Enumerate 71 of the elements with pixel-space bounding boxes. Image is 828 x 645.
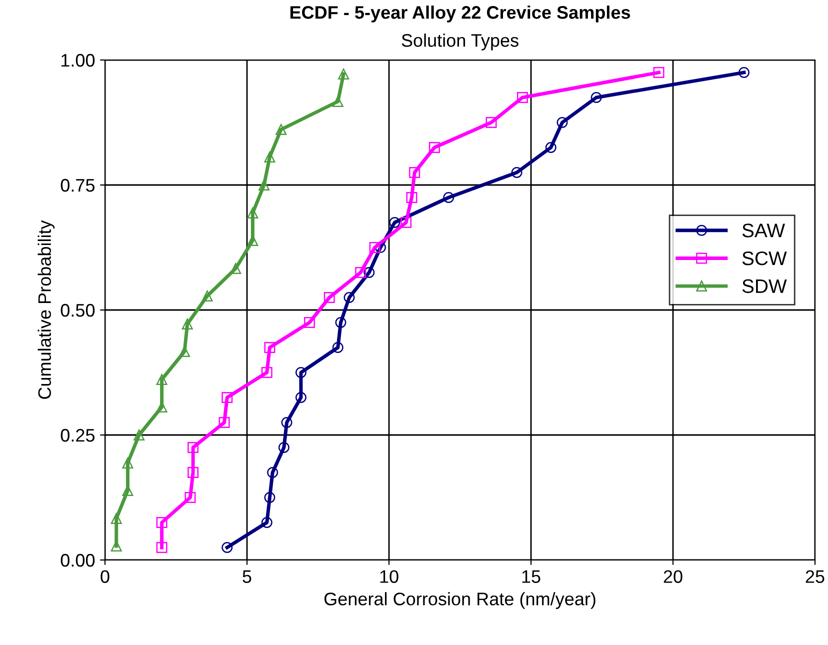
point <box>443 192 454 203</box>
x-tick-label: 20 <box>664 570 682 583</box>
point <box>278 442 290 453</box>
point <box>511 167 522 178</box>
point <box>134 430 145 440</box>
point <box>335 317 346 328</box>
point <box>267 467 278 478</box>
x-tick-label: 10 <box>380 570 398 583</box>
point <box>122 458 134 468</box>
point <box>389 217 400 228</box>
point <box>230 263 242 274</box>
x-tick-label: 25 <box>806 570 824 583</box>
x-tick-label: 0 <box>100 570 110 583</box>
legend-label: SDW <box>742 279 787 294</box>
point <box>355 267 366 278</box>
point <box>364 267 375 278</box>
point <box>556 117 568 128</box>
x-axis-title: General Corrosion Rate (nm/year) <box>324 592 596 609</box>
x-tick-label: 5 <box>242 570 252 583</box>
point <box>653 67 664 78</box>
chart-subtitle: Solution Types <box>402 34 518 50</box>
point <box>264 492 276 503</box>
point <box>258 180 270 190</box>
point <box>188 442 199 453</box>
x-tick-label: 15 <box>522 570 540 583</box>
point <box>409 167 420 178</box>
point <box>295 367 306 378</box>
point <box>188 467 199 478</box>
y-tick-label: 0.00 <box>60 554 95 567</box>
point <box>261 517 272 528</box>
point <box>222 392 233 403</box>
y-tick-label: 0.75 <box>60 178 95 192</box>
point <box>184 492 196 503</box>
point <box>247 208 258 218</box>
point <box>222 542 233 553</box>
point <box>156 517 168 528</box>
point <box>545 142 556 153</box>
point <box>338 68 350 80</box>
point <box>281 417 292 428</box>
point <box>110 513 122 524</box>
point <box>324 292 335 303</box>
point <box>182 318 193 330</box>
point <box>304 317 315 328</box>
legend-label: SAW <box>742 224 785 238</box>
point <box>738 67 750 78</box>
point <box>276 124 287 135</box>
point <box>202 290 213 302</box>
point <box>218 417 230 428</box>
point <box>264 152 276 162</box>
chart-title: ECDF - 5-year Alloy 22 Crevice Samples <box>290 6 630 22</box>
point <box>428 142 440 153</box>
y-tick-label: 0.50 <box>60 304 95 317</box>
point <box>156 542 168 553</box>
point <box>332 96 344 107</box>
point <box>156 374 168 385</box>
point <box>400 217 412 228</box>
point <box>261 367 272 378</box>
point <box>332 342 344 353</box>
y-axis-title: Cumulative Probability <box>38 220 55 399</box>
point <box>344 292 355 303</box>
point <box>590 92 602 103</box>
point <box>406 192 418 203</box>
point <box>179 346 190 357</box>
point <box>264 342 276 353</box>
point <box>516 92 528 103</box>
point <box>369 242 380 253</box>
y-tick-label: 1.00 <box>62 54 95 67</box>
point <box>295 392 306 403</box>
y-tick-label: 0.25 <box>60 428 95 442</box>
point <box>486 117 497 128</box>
legend-label: SCW <box>742 251 787 266</box>
